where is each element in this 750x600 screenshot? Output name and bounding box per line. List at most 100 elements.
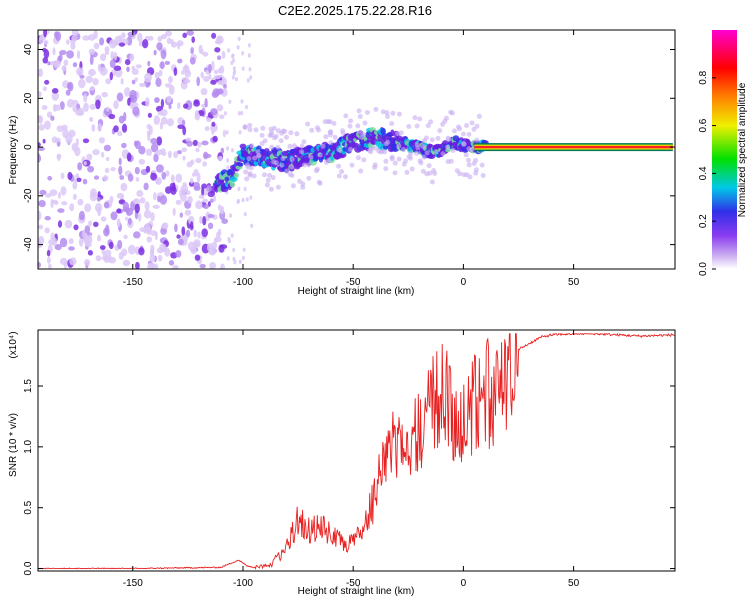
spectrogram-noise-mark [127,217,132,225]
spectrogram-noise-mark [222,129,226,138]
spectrogram-noise-mark [246,78,250,83]
spectrogram-y-tick-label: -20 [23,188,34,203]
spectrogram-noise-mark [51,91,59,101]
spectrogram-noise-mark [198,194,205,199]
spectrogram-noise-mark [85,75,93,84]
spectrogram-noise-mark [162,222,169,230]
colorbar-label: Normalized spectral amplitude [737,82,748,217]
spectrogram-noise-mark [207,222,214,230]
spectrogram-noise-mark [147,112,152,118]
spectrogram-noise-mark [180,192,187,202]
spectrogram-noise-mark [273,160,279,166]
spectrogram-marks [38,30,673,269]
spectrogram-noise-mark [181,226,186,236]
spectrogram-noise-mark [133,140,138,147]
spectrogram-noise-mark [126,66,130,73]
spectrogram-noise-mark [160,49,167,60]
spectrogram-noise-mark [105,224,110,235]
spectrogram-noise-mark [213,195,217,202]
snr-x-tick-label: -150 [123,578,143,589]
spectrogram-noise-mark [226,146,229,151]
spectrogram-noise-mark [299,143,305,149]
spectrogram-noise-mark [241,197,245,203]
spectrogram-noise-mark [185,229,191,238]
spectrogram-noise-mark [309,127,315,133]
spectrogram-noise-mark [316,127,321,133]
spectrogram-noise-mark [383,158,389,164]
spectrogram-noise-mark [429,179,435,185]
spectrogram-noise-mark [448,109,454,115]
spectrogram-x-tick-label: 50 [568,277,580,288]
spectrogram-noise-mark [68,246,75,251]
spectrogram-noise-mark [182,32,187,38]
spectrogram-x-tick-label: 0 [461,277,467,288]
spectrogram-noise-mark [38,115,44,124]
spectrogram-noise-mark [47,256,51,264]
spectrogram-noise-mark [66,39,70,45]
spectrogram-noise-mark [168,76,173,84]
spectrogram-noise-mark [202,198,209,203]
spectrogram-noise-mark [473,167,479,173]
spectrogram-noise-mark [38,36,44,45]
spectrogram-noise-mark [88,48,96,55]
spectrogram-noise-mark [67,171,73,181]
spectrogram-noise-mark [139,227,147,233]
spectrogram-noise-mark [348,118,354,124]
spectrogram-noise-mark [437,128,443,134]
spectrogram-noise-mark [145,97,150,107]
spectrogram-noise-mark [42,138,46,144]
spectrogram-noise-mark [289,173,295,178]
spectrogram-noise-mark [349,162,355,168]
spectrogram-noise-mark [82,138,90,144]
spectrogram-noise-mark [134,77,138,82]
spectrogram-noise-mark [355,123,361,129]
spectrogram-noise-mark [190,47,194,55]
spectrogram-noise-mark [214,47,221,53]
spectrogram-noise-mark [43,120,51,130]
spectrogram-noise-mark [232,58,236,63]
spectrogram-noise-mark [84,259,91,266]
spectrogram-noise-mark [87,165,95,173]
spectrogram-noise-mark [270,175,276,181]
spectrogram-noise-mark [118,165,123,176]
spectrogram-noise-mark [193,242,197,252]
spectrogram-noise-mark [300,181,306,187]
spectrogram-noise-mark [55,31,62,42]
spectrogram-noise-mark [328,140,334,146]
spectrogram-noise-mark [445,144,451,150]
spectrogram-noise-mark [44,79,50,85]
spectrogram-noise-mark [279,130,285,136]
spectrogram-noise-mark [320,143,326,149]
spectrogram-noise-mark [155,177,162,185]
spectrogram-ridge-mark [233,173,240,178]
spectrogram-noise-mark [223,111,227,116]
spectrogram-noise-mark [78,237,84,247]
spectrogram-y-tick-label: 0 [23,144,34,150]
snr-x-tick-label: 0 [461,578,467,589]
spectrogram-noise-mark [218,155,223,161]
spectrogram-noise-mark [150,230,157,236]
spectrogram-noise-mark [135,261,140,269]
spectrogram-noise-mark [182,155,186,161]
spectrogram-noise-mark [220,147,225,154]
spectrogram-noise-mark [179,212,183,218]
spectrogram-noise-mark [116,208,122,214]
spectrogram-noise-mark [38,154,42,163]
spectrogram-noise-mark [194,254,201,261]
spectrogram-noise-mark [43,40,49,45]
spectrogram-noise-mark [159,195,168,205]
spectrogram-noise-mark [83,161,87,166]
spectrogram-noise-mark [126,152,132,162]
spectrogram-noise-mark [196,172,201,183]
spectrogram-noise-mark [50,199,58,204]
spectrogram-noise-mark [113,51,118,61]
spectrogram-noise-mark [93,221,99,227]
spectrogram-noise-mark [262,172,267,178]
spectrogram-noise-mark [177,42,181,50]
spectrogram-noise-mark [89,55,94,66]
spectrogram-noise-mark [176,150,182,155]
spectrogram-noise-mark [241,255,245,261]
spectrogram-noise-mark [290,183,296,189]
spectrogram-noise-mark [175,173,183,183]
spectrogram-noise-mark [127,244,136,255]
